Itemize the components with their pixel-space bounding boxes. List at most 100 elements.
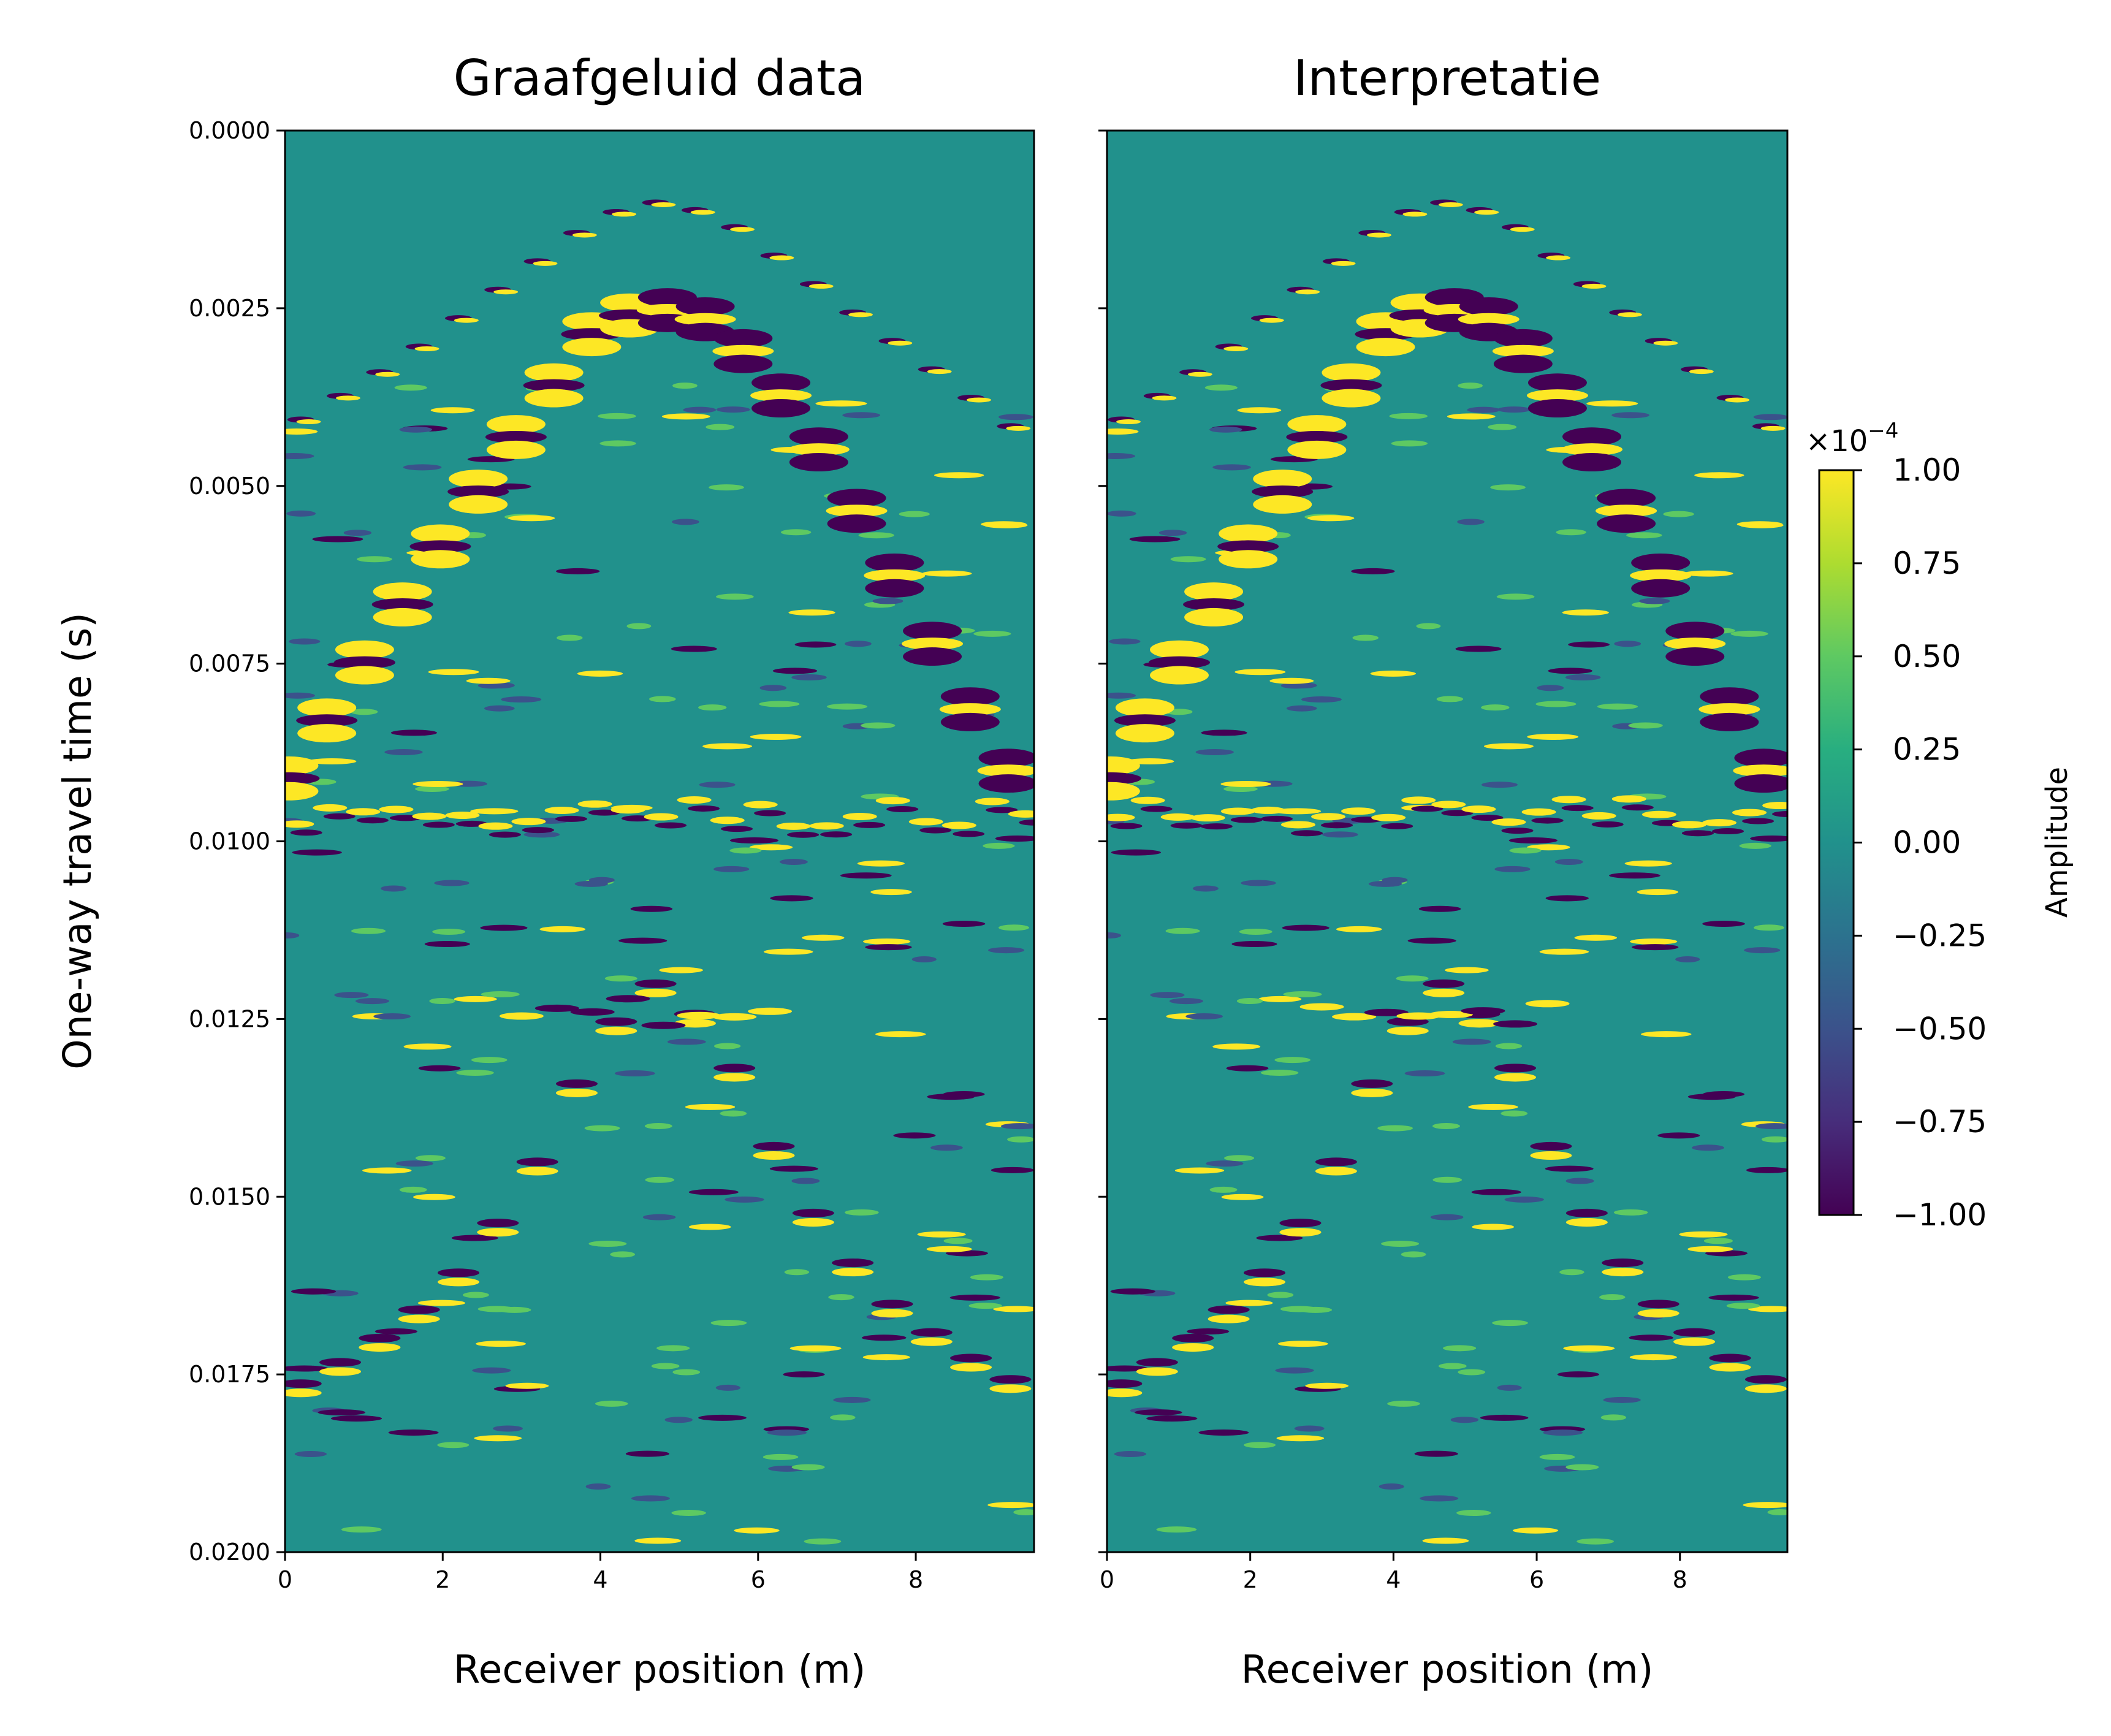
noise-blob <box>1755 1123 1787 1130</box>
noise-blob <box>699 782 736 788</box>
noise-blob <box>1455 645 1502 652</box>
direct-wave-center <box>826 504 888 517</box>
diffraction-blob <box>1493 1020 1537 1028</box>
noise-blob <box>861 722 896 729</box>
noise-blob <box>930 1144 963 1151</box>
noise-blob <box>1404 1070 1445 1077</box>
noise-blob <box>1537 685 1564 691</box>
noise-blob <box>1471 1189 1521 1195</box>
y-axis <box>1098 129 1107 1553</box>
reflector-neg <box>1230 817 1263 823</box>
colorbar: 1.00 0.75 0.50 0.25 0.00 −0.25 −0.50 −0.75 −1.00… <box>1806 419 2074 1233</box>
noise-blob <box>1702 920 1745 927</box>
noise-blob <box>1107 452 1136 459</box>
shallow-event-pos <box>1152 395 1177 401</box>
noise-blob <box>1387 1400 1420 1407</box>
noise-blob <box>1554 859 1583 866</box>
reflector-pos <box>875 797 910 805</box>
noise-blob <box>734 1527 780 1534</box>
noise-blob <box>480 924 528 931</box>
noise-blob <box>1165 927 1200 934</box>
colorbar-tick-label: −0.25 <box>1893 918 1987 953</box>
deep-event-neg <box>1530 1141 1572 1151</box>
direct-wave-upper <box>411 524 470 543</box>
direct-wave-upper <box>1665 622 1725 641</box>
noise-blob <box>1260 1070 1299 1076</box>
noise-blob <box>780 529 812 536</box>
deep-event-neg <box>595 1017 637 1026</box>
noise-blob <box>770 895 813 902</box>
colorbar-tick-label: −0.50 <box>1893 1011 1987 1046</box>
direct-wave-center <box>285 772 320 785</box>
noise-blob <box>312 536 363 542</box>
shallow-event-pos <box>690 210 715 215</box>
reflector-pos <box>1732 809 1767 817</box>
noise-blob <box>1490 484 1526 491</box>
deep-event-neg <box>285 1379 322 1388</box>
deep-event-pos <box>1602 1268 1644 1277</box>
deep-event-pos <box>1172 1343 1214 1352</box>
deep-event-neg <box>1423 979 1465 988</box>
direct-wave-lower <box>524 389 584 408</box>
reflector-pos <box>1160 813 1195 821</box>
deep-event-pos <box>1386 1026 1429 1035</box>
reflector-neg <box>1019 819 1034 826</box>
direct-wave-lower <box>1115 724 1174 743</box>
direct-wave-lower <box>1493 354 1553 373</box>
noise-blob <box>1726 1303 1760 1309</box>
noise-blob <box>672 1369 701 1376</box>
direct-wave-upper <box>335 640 394 659</box>
x-axis-label: Receiver position (m) <box>454 1647 866 1692</box>
noise-blob <box>922 570 972 577</box>
noise-blob <box>683 406 717 413</box>
noise-blob <box>1641 1031 1692 1038</box>
noise-blob <box>285 452 314 459</box>
deep-event-pos <box>950 1363 992 1372</box>
reflector-neg <box>555 815 587 822</box>
noise-blob <box>1286 705 1317 712</box>
noise-blob <box>351 927 386 934</box>
noise-blob <box>1381 1240 1420 1247</box>
reflector-neg <box>356 817 389 824</box>
deep-event-neg <box>1244 1268 1286 1277</box>
deep-event-pos <box>634 988 677 997</box>
direct-wave-center <box>1114 714 1176 727</box>
noise-blob <box>1657 1132 1700 1139</box>
reflector-pos <box>1107 813 1135 821</box>
reflector-pos <box>346 808 381 816</box>
panel-title: Graafgeluid data <box>454 50 866 107</box>
noise-blob <box>294 1450 327 1457</box>
noise-blob <box>1382 877 1408 883</box>
reflector-neg <box>1441 810 1474 817</box>
noise-blob <box>1225 1300 1273 1306</box>
noise-blob <box>1430 1214 1464 1220</box>
noise-blob <box>390 729 437 736</box>
noise-blob <box>840 872 892 879</box>
noise-blob <box>437 1442 470 1449</box>
direct-wave-center <box>1664 638 1726 650</box>
noise-blob <box>1209 1186 1238 1193</box>
direct-wave-upper <box>1527 373 1587 392</box>
direct-wave-upper <box>1734 748 1787 767</box>
noise-blob <box>1422 1537 1469 1544</box>
noise-blob <box>970 1274 1003 1281</box>
x-tick-label: 6 <box>1529 1566 1544 1593</box>
noise-blob <box>291 1288 337 1295</box>
reflector-neg <box>1531 817 1564 824</box>
noise-blob <box>1458 1369 1486 1376</box>
noise-blob <box>794 641 837 648</box>
deep-event-pos <box>792 1217 834 1227</box>
noise-blob <box>1492 1320 1528 1327</box>
deep-event-pos <box>989 1384 1032 1393</box>
direct-wave-lower <box>562 338 622 357</box>
noise-blob <box>791 1178 820 1184</box>
noise-blob <box>934 472 984 479</box>
noise-blob <box>1603 1396 1641 1403</box>
direct-wave-lower <box>1597 514 1656 533</box>
noise-blob <box>1539 1453 1575 1460</box>
noise-blob <box>1110 1288 1155 1295</box>
colorbar-tick-label: −0.75 <box>1893 1104 1987 1140</box>
direct-wave-center <box>750 389 812 402</box>
direct-wave-center <box>371 598 433 611</box>
noise-blob <box>1483 743 1534 750</box>
